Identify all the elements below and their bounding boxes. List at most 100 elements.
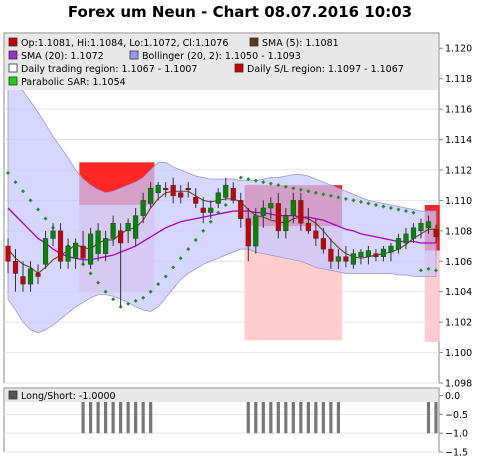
legend-label: Op:1.1081, Hi:1.1084, Lo:1.1072, Cl:1.10… (21, 38, 228, 49)
long-short-bar (261, 395, 265, 434)
candle-body (335, 256, 341, 262)
y-tick-label: 1.116 (445, 105, 472, 116)
sar-dot (103, 289, 108, 294)
candle-body (155, 184, 161, 194)
candle-body (88, 233, 94, 265)
candle-body (193, 197, 199, 204)
sar-dot (261, 180, 266, 185)
candle-body (298, 200, 304, 224)
sar-dot (276, 183, 281, 188)
legend-swatch (8, 76, 18, 86)
y-tick-label: 1.104 (445, 287, 472, 298)
legend-swatch (249, 37, 259, 47)
sar-dot (43, 216, 48, 221)
candle-body (365, 250, 371, 257)
sar-dot (336, 195, 341, 200)
sar-dot (238, 175, 243, 180)
candle-body (245, 218, 251, 247)
sar-dot (306, 189, 311, 194)
legend-swatch (234, 63, 244, 73)
legend-label: SMA (5): 1.1081 (262, 38, 339, 49)
sub-legend-background (5, 389, 438, 402)
y-tick-label: 1.102 (445, 318, 472, 329)
candle-body (140, 200, 146, 216)
sar-dot (298, 187, 303, 192)
candle-body (208, 207, 214, 213)
long-short-bar (306, 395, 310, 434)
y-tick-label: 1.110 (445, 196, 472, 207)
candle-body (373, 253, 379, 257)
candle-body (290, 200, 296, 216)
sar-dot (351, 198, 356, 203)
candle-body (163, 187, 169, 190)
candle-body (80, 245, 86, 259)
sar-dot (216, 210, 221, 215)
candle-body (230, 187, 236, 201)
candle-body (215, 192, 221, 204)
sar-dot (381, 204, 386, 209)
sub-y-tick-label: 0.0 (445, 391, 460, 402)
y-tick-label: 1.118 (445, 74, 472, 85)
candle-body (350, 253, 356, 265)
sar-dot (366, 201, 371, 206)
sma5-line (7, 190, 436, 275)
candle-body (358, 251, 364, 257)
sma20-line (7, 207, 436, 261)
legend-swatch (8, 37, 18, 47)
candle-body (343, 256, 349, 262)
candle-body (275, 203, 281, 232)
legend-swatch (8, 63, 18, 73)
long-short-bar (329, 395, 333, 434)
candle-body (27, 268, 34, 285)
sar-dot (178, 256, 183, 261)
sar-dot (253, 178, 258, 183)
candle-body (283, 215, 289, 232)
candle-body (433, 229, 439, 238)
candle-body (425, 221, 432, 229)
long-short-bar (119, 395, 123, 434)
sar-dot (133, 298, 138, 303)
sma-lines (7, 190, 436, 275)
sub-legend-label: Long/Short: -1.0000 (21, 391, 116, 402)
sar-dot (156, 282, 161, 287)
sar-dot (411, 210, 416, 215)
long-short-bar (434, 395, 438, 434)
candle-body (12, 261, 19, 274)
sar-dot (126, 301, 131, 306)
y-tick-label: 1.098 (445, 379, 472, 390)
candle-body (238, 200, 244, 219)
chart-title: Forex um Neun - Chart 08.07.2016 10:03 (67, 3, 413, 21)
long-short-bar (88, 395, 93, 434)
legend-label: Parabolic SAR: 1.1054 (21, 77, 126, 88)
legend-background (5, 34, 438, 90)
sar-dot (208, 219, 213, 224)
candle-body (148, 187, 154, 204)
sar-dot (246, 177, 251, 182)
candle-body (95, 230, 101, 254)
bollinger-band (7, 85, 437, 334)
candle-body (268, 203, 274, 209)
sar-dot (418, 268, 423, 273)
sar-dot (148, 289, 153, 294)
candle-body (20, 276, 26, 285)
sub-y-tick-label: −1.0 (445, 429, 468, 440)
y-tick-label: 1.106 (445, 257, 472, 268)
sub-y-axis: 0.0 −0.5 −1.0 −1.5 (439, 391, 468, 457)
legend-label: Daily trading region: 1.1067 - 1.1007 (21, 64, 197, 75)
sar-dot (223, 202, 228, 207)
long-short-bar (111, 395, 115, 434)
sar-dot (321, 192, 326, 197)
sub-legend-swatch (8, 390, 18, 400)
long-short-bar (284, 395, 288, 434)
candle-body (118, 230, 124, 244)
candle-body (395, 238, 402, 250)
sar-dot (21, 189, 26, 194)
candle-body (380, 248, 387, 257)
long-short-bar (134, 395, 138, 434)
sar-dot (186, 247, 191, 252)
candle-body (223, 184, 229, 198)
long-short-bar (269, 395, 273, 434)
sar-dot (343, 196, 348, 201)
candle-body (133, 215, 139, 239)
sar-dot (111, 297, 116, 302)
